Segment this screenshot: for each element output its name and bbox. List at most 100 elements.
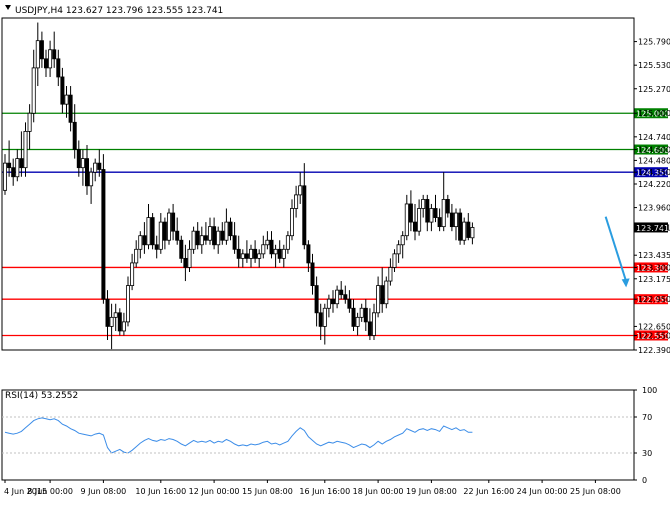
candle-bear: [60, 76, 65, 105]
rsi-y-tick-label: 100: [642, 386, 657, 395]
candle-bull: [199, 235, 204, 246]
rsi-y-tick-label: 70: [642, 413, 652, 422]
candle-bear: [150, 217, 155, 246]
rsi-line: [4, 417, 473, 454]
candle-bull: [31, 67, 36, 114]
x-tick-label: 10 Jun 16:00: [135, 487, 186, 496]
candle-bull: [396, 244, 401, 255]
forecast-arrow-shaft: [604, 216, 628, 282]
current-price-tag: [634, 222, 668, 233]
forecast-arrow-head: [621, 278, 630, 288]
y-tick-label: 122.650: [638, 322, 670, 331]
candle-bull: [146, 217, 151, 246]
candle-bear: [330, 298, 335, 305]
x-tick-label: 18 Jun 00:00: [353, 487, 404, 496]
candle-bull: [113, 312, 118, 318]
rsi-panel-frame: [1, 389, 635, 481]
candle-bear: [183, 257, 188, 268]
candle-bull: [417, 208, 422, 232]
chevron-down-icon[interactable]: [5, 5, 11, 10]
candle-bull: [109, 316, 114, 327]
level-price-label: 122.550: [636, 332, 669, 341]
candle-bear: [44, 58, 49, 69]
candle-bear: [351, 307, 356, 327]
candle-bear: [367, 321, 372, 336]
candle-bear: [380, 285, 385, 305]
candle-bull: [429, 208, 434, 223]
candle-bear: [72, 121, 77, 150]
candle-bull: [191, 230, 196, 250]
candle-bull: [80, 158, 85, 169]
x-tick-label: 15 Jun 08:00: [242, 487, 293, 496]
candle-bear: [408, 203, 413, 223]
x-tick-label: 8 Jun 00:00: [27, 487, 73, 496]
candle-bear: [68, 94, 73, 123]
x-tick-label: 24 Jun 00:00: [517, 487, 568, 496]
candle-bull: [134, 248, 139, 264]
candle-bear: [7, 162, 12, 169]
candle-bull: [64, 94, 69, 105]
candle-bull: [121, 321, 126, 332]
x-tick-label: 19 Jun 08:00: [406, 487, 457, 496]
candle-bull: [35, 40, 40, 69]
candle-bull: [240, 253, 245, 259]
candle-bull: [384, 280, 389, 305]
candle-bear: [175, 230, 180, 241]
candle-bull: [388, 267, 393, 282]
candle-bear: [101, 169, 106, 300]
level-price-tag: [634, 294, 668, 305]
candle-bear: [412, 221, 417, 232]
candle-bear: [203, 235, 208, 241]
candle-bear: [39, 40, 44, 60]
candle-bear: [253, 248, 258, 259]
x-tick-label: 22 Jun 16:00: [463, 487, 514, 496]
axes-group: 125.790 125.530 125.270 125.000 124.740 124.6…: [1, 17, 670, 496]
candle-bear: [466, 221, 471, 238]
symbol-header: USDJPY,H4 123.627 123.796 123.555 123.74…: [15, 6, 223, 16]
candle-bull: [130, 262, 135, 286]
y-tick-label: 123.300: [638, 263, 670, 272]
candle-bear: [458, 212, 463, 241]
level-price-label: 124.350: [636, 169, 669, 178]
candle-bear: [19, 158, 24, 169]
y-tick-label: 125.790: [638, 38, 670, 47]
level-price-label: 124.600: [636, 146, 669, 155]
candle-bull: [48, 49, 53, 69]
candle-bull: [89, 171, 94, 187]
candle-bear: [11, 167, 16, 178]
candle-bear: [236, 248, 241, 259]
candle-bull: [335, 289, 340, 305]
y-tick-label: 124.600: [638, 146, 670, 155]
candle-bear: [347, 298, 352, 309]
candle-bear: [437, 217, 442, 228]
candle-bear: [302, 185, 307, 246]
candle-bear: [318, 312, 323, 327]
candle-bear: [117, 312, 122, 332]
candle-bull: [289, 208, 294, 237]
rsi-y-tick-label: 30: [642, 449, 652, 458]
candle-bull: [376, 285, 381, 314]
candle-bull: [15, 158, 20, 178]
candle-bear: [220, 230, 225, 241]
x-tick-label: 4 Jun 2015: [4, 487, 47, 496]
y-tick-label: 124.740: [638, 133, 670, 142]
x-tick-label: 16 Jun 16:00: [299, 487, 350, 496]
current-price-label: 123.741: [636, 224, 669, 233]
y-tick-label: 125.530: [638, 61, 670, 70]
x-tick-label: 25 Jun 08:00: [570, 487, 621, 496]
y-tick-label: 123.960: [638, 204, 670, 213]
candle-bull: [261, 244, 266, 255]
y-tick-label: 124.480: [638, 156, 670, 165]
candle-bear: [269, 239, 274, 255]
candle-bull: [265, 239, 270, 246]
y-tick-label: 125.000: [638, 109, 670, 118]
candle-bull: [359, 307, 364, 318]
candle-bull: [158, 221, 163, 250]
candle-bull: [441, 199, 446, 228]
candle-bull: [93, 162, 98, 173]
candle-bear: [162, 221, 167, 241]
candle-bull: [281, 248, 286, 259]
y-tick-label: 122.390: [638, 346, 670, 355]
candle-bull: [421, 199, 426, 209]
